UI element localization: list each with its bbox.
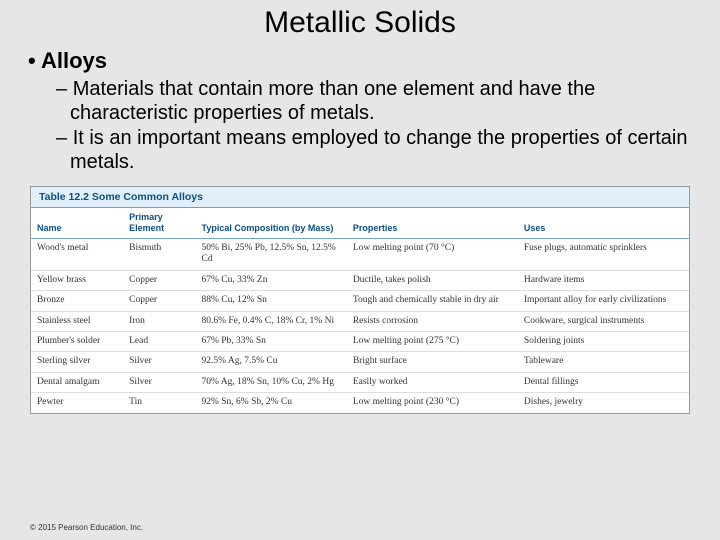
copyright: © 2015 Pearson Education, Inc. <box>30 523 143 532</box>
alloys-table: Name Primary Element Typical Composition… <box>31 208 689 412</box>
cell-name: Pewter <box>31 393 123 413</box>
cell-name: Stainless steel <box>31 311 123 331</box>
cell-uses: Dishes, jewelry <box>518 393 689 413</box>
table-row: Sterling silver Silver 92.5% Ag, 7.5% Cu… <box>31 352 689 372</box>
th-composition: Typical Composition (by Mass) <box>195 208 346 238</box>
cell-prop: Resists corrosion <box>347 311 518 331</box>
cell-prop: Low melting point (230 °C) <box>347 393 518 413</box>
th-element: Primary Element <box>123 208 195 238</box>
cell-name: Wood's metal <box>31 239 123 271</box>
th-uses: Uses <box>518 208 689 238</box>
cell-element: Copper <box>123 291 195 311</box>
table-caption-title: Some Common Alloys <box>92 191 203 203</box>
cell-prop: Tough and chemically stable in dry air <box>347 291 518 311</box>
cell-comp: 67% Cu, 33% Zn <box>195 270 346 290</box>
sub-bullet-list: Materials that contain more than one ele… <box>0 78 720 176</box>
cell-uses: Important alloy for early civilizations <box>518 291 689 311</box>
table-caption-number: Table 12.2 <box>39 191 89 203</box>
cell-name: Yellow brass <box>31 270 123 290</box>
cell-comp: 92% Sn, 6% Sb, 2% Cu <box>195 393 346 413</box>
cell-comp: 80.6% Fe, 0.4% C, 18% Cr, 1% Ni <box>195 311 346 331</box>
page-title: Metallic Solids <box>0 0 720 42</box>
cell-uses: Dental fillings <box>518 372 689 392</box>
table-row: Dental amalgam Silver 70% Ag, 18% Sn, 10… <box>31 372 689 392</box>
cell-name: Bronze <box>31 291 123 311</box>
table-header-row: Name Primary Element Typical Composition… <box>31 208 689 238</box>
cell-comp: 67% Pb, 33% Sn <box>195 332 346 352</box>
cell-element: Lead <box>123 332 195 352</box>
table-row: Wood's metal Bismuth 50% Bi, 25% Pb, 12.… <box>31 239 689 271</box>
cell-uses: Tableware <box>518 352 689 372</box>
cell-comp: 88% Cu, 12% Sn <box>195 291 346 311</box>
cell-element: Copper <box>123 270 195 290</box>
alloys-table-container: Table 12.2 Some Common Alloys Name Prima… <box>30 186 690 413</box>
cell-uses: Soldering joints <box>518 332 689 352</box>
table-body: Wood's metal Bismuth 50% Bi, 25% Pb, 12.… <box>31 239 689 413</box>
cell-prop: Low melting point (70 °C) <box>347 239 518 271</box>
cell-element: Tin <box>123 393 195 413</box>
th-properties: Properties <box>347 208 518 238</box>
table-row: Pewter Tin 92% Sn, 6% Sb, 2% Cu Low melt… <box>31 393 689 413</box>
th-name: Name <box>31 208 123 238</box>
cell-name: Dental amalgam <box>31 372 123 392</box>
cell-uses: Fuse plugs, automatic sprinklers <box>518 239 689 271</box>
table-row: Yellow brass Copper 67% Cu, 33% Zn Ducti… <box>31 270 689 290</box>
cell-prop: Ductile, takes polish <box>347 270 518 290</box>
table-row: Bronze Copper 88% Cu, 12% Sn Tough and c… <box>31 291 689 311</box>
cell-prop: Bright surface <box>347 352 518 372</box>
cell-element: Silver <box>123 352 195 372</box>
cell-name: Sterling silver <box>31 352 123 372</box>
cell-element: Silver <box>123 372 195 392</box>
table-row: Plumber's solder Lead 67% Pb, 33% Sn Low… <box>31 332 689 352</box>
cell-element: Bismuth <box>123 239 195 271</box>
cell-comp: 70% Ag, 18% Sn, 10% Cu, 2% Hg <box>195 372 346 392</box>
table-row: Stainless steel Iron 80.6% Fe, 0.4% C, 1… <box>31 311 689 331</box>
cell-uses: Hardware items <box>518 270 689 290</box>
cell-comp: 50% Bi, 25% Pb, 12.5% Sn, 12.5% Cd <box>195 239 346 271</box>
cell-prop: Low melting point (275 °C) <box>347 332 518 352</box>
cell-comp: 92.5% Ag, 7.5% Cu <box>195 352 346 372</box>
sub-bullet-item: Materials that contain more than one ele… <box>56 78 690 127</box>
cell-prop: Easily worked <box>347 372 518 392</box>
cell-element: Iron <box>123 311 195 331</box>
table-caption: Table 12.2 Some Common Alloys <box>31 187 689 208</box>
bullet-main: Alloys <box>0 42 720 78</box>
cell-name: Plumber's solder <box>31 332 123 352</box>
sub-bullet-item: It is an important means employed to cha… <box>56 127 690 176</box>
cell-uses: Cookware, surgical instruments <box>518 311 689 331</box>
